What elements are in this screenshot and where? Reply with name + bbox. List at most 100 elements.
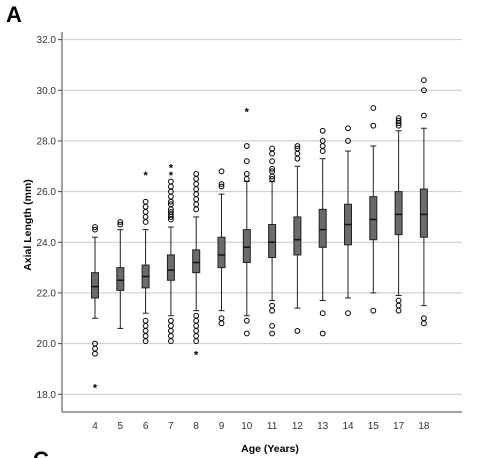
x-tick-label: 6 [143, 421, 149, 432]
outlier-point [193, 317, 200, 324]
outlier-point [294, 150, 301, 157]
outlier-point [294, 143, 301, 149]
outlier-point [218, 315, 225, 322]
outlier-point [218, 181, 225, 187]
outlier-point [269, 302, 276, 309]
outlier-point [294, 145, 301, 152]
x-tick-label: 14 [342, 421, 354, 432]
outlier-point [269, 330, 276, 337]
iqr-box [217, 236, 226, 269]
outlier-point [142, 333, 149, 339]
extreme-point: * [93, 383, 98, 395]
outlier-point [421, 320, 427, 327]
box-age-10: * [242, 107, 251, 337]
box-age-8: * [192, 170, 201, 362]
outlier-point [269, 150, 276, 157]
y-axis-title: Axial Length (mm) [22, 179, 34, 271]
outlier-point [193, 328, 200, 334]
outlier-point [168, 317, 174, 324]
outlier-point [243, 158, 250, 165]
outlier-point [168, 333, 174, 339]
outlier-point [395, 117, 402, 124]
outlier-point [269, 158, 276, 165]
outlier-point [319, 148, 326, 154]
outlier-point [92, 345, 98, 352]
x-tick-label: 12 [292, 421, 304, 432]
y-tick-label: 32.0 [37, 35, 57, 46]
outlier-point [421, 77, 427, 84]
box-age-9 [217, 168, 226, 327]
x-tick-label: 11 [267, 421, 278, 432]
outlier-point [92, 226, 98, 233]
y-tick-label: 20.0 [37, 339, 57, 350]
box-age-14 [344, 125, 352, 317]
outlier-point [243, 170, 250, 177]
outlier-point [269, 165, 276, 172]
iqr-box [166, 254, 175, 281]
outlier-point [168, 178, 174, 185]
y-tick-label: 22.0 [37, 288, 57, 299]
iqr-box [91, 272, 99, 299]
outlier-point [269, 145, 276, 152]
next-panel-label-fragment: C [33, 447, 49, 458]
outlier-point [395, 297, 402, 304]
outlier-point [142, 203, 149, 210]
outlier-point [193, 170, 200, 177]
outlier-point [269, 168, 276, 175]
outlier-point [193, 312, 200, 319]
outlier-point [117, 221, 124, 228]
outlier-point [218, 320, 225, 327]
x-tick-label: 8 [193, 421, 199, 432]
outlier-point [168, 183, 174, 190]
box-age-6: * [141, 170, 150, 344]
outlier-point [421, 315, 427, 322]
y-tick-labels: 18.0 20.0 22.0 24.0 26.0 28.0 30.0 32.0 [37, 35, 57, 401]
outlier-point [319, 138, 326, 144]
outlier-point [193, 333, 200, 339]
outlier-point [319, 310, 326, 317]
extreme-point: * [245, 107, 250, 119]
outlier-point [117, 219, 124, 225]
outlier-point [370, 122, 377, 129]
outlier-point [92, 224, 98, 230]
outlier-point [345, 310, 351, 317]
outlier-point [218, 168, 225, 175]
outlier-point [370, 105, 377, 111]
outlier-point [193, 338, 200, 344]
box-age-4: * [91, 224, 99, 395]
iqr-box [369, 196, 378, 241]
outlier-point [294, 328, 301, 334]
iqr-box [268, 224, 277, 258]
outlier-point [243, 176, 250, 182]
outlier-point [269, 322, 276, 329]
x-tick-labels: 4 5 6 7 8 9 10 11 12 13 14 15 17 18 [92, 421, 430, 432]
x-tick-label: 13 [317, 421, 329, 432]
outlier-point [243, 317, 250, 324]
outlier-point [168, 338, 174, 344]
outlier-point [142, 219, 149, 225]
iqr-box [394, 191, 403, 236]
y-tick-label: 18.0 [37, 390, 57, 401]
box-age-13 [318, 127, 327, 337]
x-tick-label: 15 [368, 421, 380, 432]
outlier-point [193, 206, 200, 213]
iqr-box [419, 188, 428, 238]
outlier-point [193, 196, 200, 203]
outlier-point [395, 115, 402, 122]
outlier-point [193, 181, 200, 187]
outlier-point [421, 87, 427, 94]
outlier-point [193, 176, 200, 182]
iqr-box [192, 249, 201, 274]
outlier-point [142, 214, 149, 220]
extreme-point: * [194, 350, 199, 362]
x-tick-label: 9 [219, 421, 225, 432]
outlier-point [319, 330, 326, 337]
x-tick-label: 7 [168, 421, 174, 432]
outlier-point [168, 328, 174, 334]
outlier-point [370, 307, 377, 314]
panel-label: A [6, 2, 22, 27]
extreme-point: * [169, 170, 174, 182]
outlier-point [395, 307, 402, 314]
outlier-point [193, 191, 200, 198]
